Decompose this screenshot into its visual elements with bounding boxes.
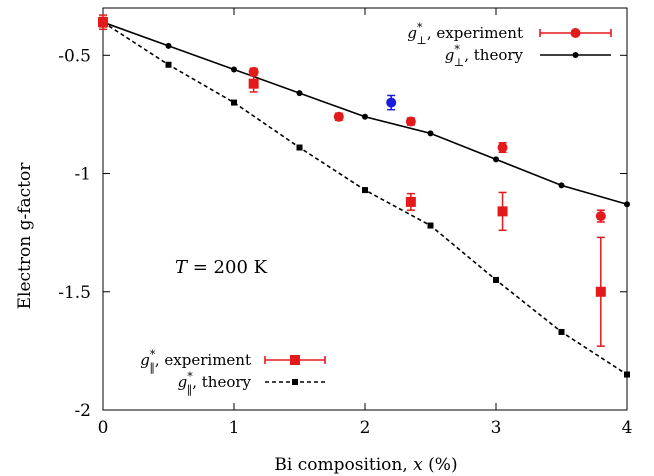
- theory-point: [296, 144, 303, 151]
- x-tick-label: 3: [491, 418, 502, 438]
- data-point: [405, 196, 416, 207]
- series-4: [100, 19, 630, 378]
- legend-label: g* ⊥, experiment: [407, 21, 523, 47]
- theory-line: [102, 21, 628, 206]
- theory-point: [427, 222, 434, 229]
- legend-sample-marker: [290, 355, 300, 365]
- x-tick-label: 2: [360, 418, 371, 438]
- theory-point: [493, 276, 499, 283]
- y-tick-label: -1: [74, 165, 91, 185]
- data-point: [595, 286, 606, 297]
- series-3: [98, 16, 606, 347]
- theory-point: [165, 42, 172, 49]
- x-axis-title: Bi composition, x (%): [274, 455, 457, 475]
- series-layer: [98, 14, 630, 378]
- theory-point: [165, 61, 172, 68]
- theory-point: [558, 182, 565, 189]
- theory-point: [231, 66, 237, 73]
- theory-point: [296, 90, 303, 97]
- theory-point: [624, 201, 630, 208]
- plot-frame: [102, 7, 628, 411]
- data-point: [248, 66, 259, 77]
- series-0: [98, 14, 606, 223]
- x-tick-label: 1: [229, 418, 240, 438]
- y-tick-label: -0.5: [58, 46, 91, 66]
- data-point: [405, 116, 416, 127]
- theory-point: [231, 99, 237, 106]
- series-1: [100, 19, 630, 208]
- theory-point: [493, 156, 499, 163]
- data-point: [333, 111, 344, 122]
- legend-sample-marker: [292, 379, 298, 385]
- y-tick-label: -1.5: [58, 283, 91, 303]
- series-2: [386, 94, 397, 111]
- data-point: [497, 206, 508, 217]
- theory-line: [102, 21, 628, 376]
- y-axis-title: Electron g-factor: [15, 162, 35, 310]
- legend-sample-marker: [570, 28, 581, 38]
- data-point: [497, 142, 508, 153]
- theory-point: [427, 130, 434, 137]
- legend-sample-marker: [572, 52, 579, 58]
- theory-point: [624, 371, 630, 378]
- data-point: [248, 78, 259, 89]
- temperature-annotation: T = 200 K: [175, 257, 268, 278]
- x-tick-label: 4: [622, 418, 633, 438]
- data-point: [386, 97, 397, 108]
- theory-point: [362, 113, 368, 120]
- y-tick-label: -2: [74, 401, 91, 421]
- legend-label: g* ‖, experiment: [140, 348, 251, 375]
- axes-layer: 0 1 2 3 4 -0.5 -1 -1.5 -2: [58, 7, 633, 438]
- legend-label: g* ‖, theory: [178, 370, 252, 397]
- theory-point: [362, 187, 368, 194]
- x-tick-label: 0: [98, 418, 109, 438]
- data-point: [98, 17, 108, 28]
- legend-label: g* ⊥, theory: [445, 43, 524, 69]
- data-point: [595, 211, 606, 222]
- theory-point: [558, 328, 565, 335]
